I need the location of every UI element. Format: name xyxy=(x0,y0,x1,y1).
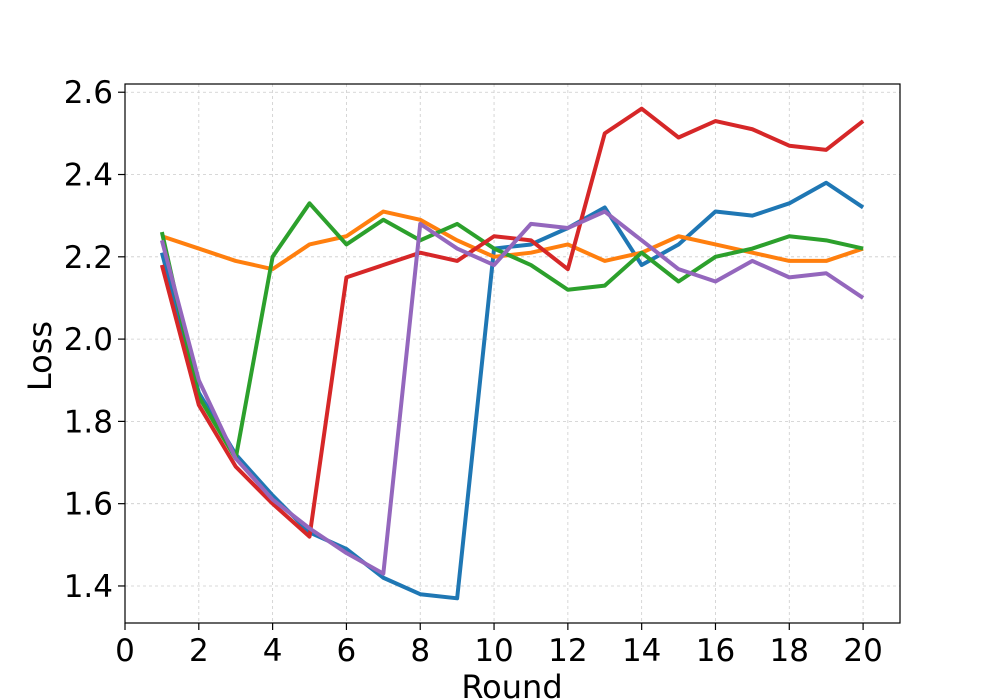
y-tick-label: 1.6 xyxy=(64,487,113,523)
y-tick-label: 2.0 xyxy=(64,322,113,358)
series-group xyxy=(159,106,865,601)
x-tick-label: 4 xyxy=(263,633,283,669)
x-tick-label: 18 xyxy=(770,633,809,669)
y-axis: 1.4 1.6 1.8 2.0 2.2 2.4 2.6 xyxy=(64,75,125,605)
x-axis-title: Round xyxy=(461,668,562,700)
x-tick-label: 10 xyxy=(474,633,513,669)
y-axis-title: Loss xyxy=(21,321,59,391)
series-line-2 xyxy=(161,209,864,272)
x-tick-label: 20 xyxy=(843,633,882,669)
y-tick-label: 2.6 xyxy=(64,75,113,111)
plot-frame xyxy=(124,83,901,624)
x-tick-label: 16 xyxy=(696,633,735,669)
x-tick-label: 6 xyxy=(337,633,357,669)
y-tick-label: 1.4 xyxy=(64,569,113,605)
x-tick-label: 2 xyxy=(189,633,209,669)
y-tick-label: 2.4 xyxy=(64,158,113,194)
y-tick-label: 2.2 xyxy=(64,240,113,276)
x-tick-label: 8 xyxy=(410,633,430,669)
grid xyxy=(124,84,900,623)
x-tick-label: 12 xyxy=(548,633,587,669)
x-tick-label: 0 xyxy=(115,633,135,669)
x-axis: 0 2 4 6 8 10 12 14 16 18 20 xyxy=(115,623,883,669)
series-line-4 xyxy=(159,106,865,539)
series-line-5 xyxy=(159,209,865,576)
x-tick-label: 14 xyxy=(622,633,661,669)
series-line-3 xyxy=(159,201,864,461)
y-tick-label: 1.8 xyxy=(64,404,113,440)
